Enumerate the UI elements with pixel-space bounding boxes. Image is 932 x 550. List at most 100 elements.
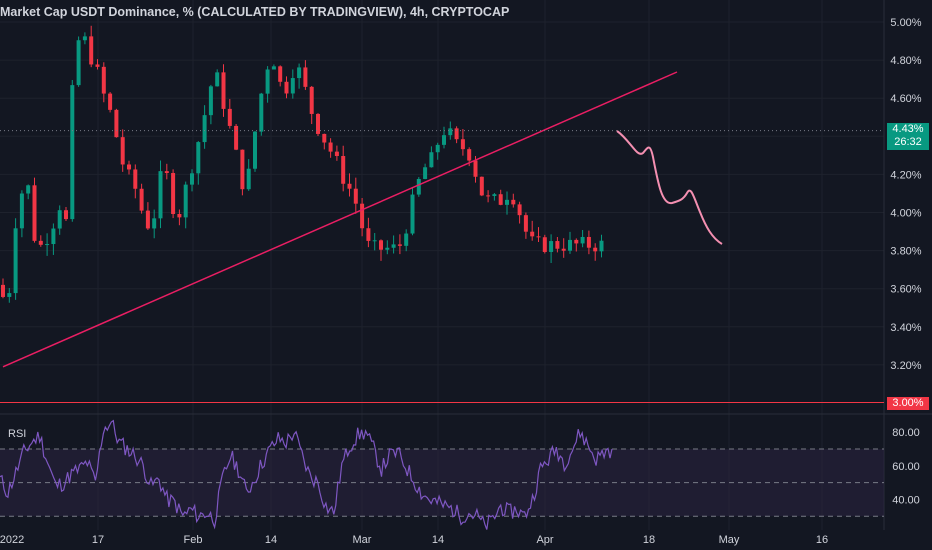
candle-body[interactable]: [561, 248, 566, 251]
candle-body[interactable]: [360, 203, 365, 229]
candle-body[interactable]: [303, 67, 308, 87]
candle-body[interactable]: [448, 128, 453, 136]
candle-body[interactable]: [82, 36, 87, 41]
drawings-overlay[interactable]: [0, 71, 884, 403]
candle-body[interactable]: [536, 236, 541, 238]
candle-body[interactable]: [108, 93, 113, 110]
candle-body[interactable]: [523, 215, 528, 232]
candlesticks[interactable]: [1, 25, 604, 303]
candle-body[interactable]: [467, 149, 472, 161]
candle-body[interactable]: [120, 137, 125, 165]
candle-body[interactable]: [555, 241, 560, 249]
candle-body[interactable]: [486, 195, 491, 197]
candle-body[interactable]: [51, 228, 56, 245]
candle-body[interactable]: [227, 108, 232, 126]
candle-body[interactable]: [290, 78, 295, 94]
candle-body[interactable]: [385, 247, 390, 250]
candle-body[interactable]: [460, 139, 465, 150]
candle-body[interactable]: [114, 109, 119, 138]
candle-body[interactable]: [145, 210, 150, 229]
candle-body[interactable]: [64, 210, 68, 220]
candle-body[interactable]: [366, 228, 371, 241]
candle-body[interactable]: [202, 115, 207, 143]
candle-body[interactable]: [328, 142, 333, 152]
candle-body[interactable]: [517, 204, 522, 216]
candle-body[interactable]: [309, 86, 314, 114]
time-axis[interactable]: 2022 17 Feb 14 Mar 14 Apr 18 May 16: [0, 534, 828, 546]
candle-body[interactable]: [13, 228, 18, 294]
candle-body[interactable]: [246, 168, 251, 190]
candle-body[interactable]: [57, 210, 62, 229]
candle-body[interactable]: [429, 152, 434, 168]
candle-body[interactable]: [542, 237, 547, 252]
candle-body[interactable]: [580, 236, 585, 244]
candle-body[interactable]: [183, 184, 188, 218]
candle-body[interactable]: [171, 173, 176, 214]
candle-body[interactable]: [341, 156, 346, 184]
trend-line[interactable]: [2, 71, 678, 368]
candle-body[interactable]: [127, 164, 131, 170]
candle-body[interactable]: [586, 236, 591, 248]
candle-body[interactable]: [442, 135, 446, 145]
candle-body[interactable]: [391, 244, 396, 248]
candle-body[interactable]: [190, 173, 194, 185]
candle-body[interactable]: [177, 213, 182, 218]
candle-body[interactable]: [347, 183, 352, 189]
candle-body[interactable]: [164, 171, 169, 174]
candle-body[interactable]: [76, 40, 81, 86]
candle-body[interactable]: [454, 128, 459, 140]
candle-body[interactable]: [253, 131, 257, 169]
candle-body[interactable]: [158, 171, 163, 219]
candle-body[interactable]: [259, 93, 264, 132]
candle-body[interactable]: [89, 36, 94, 65]
candle-body[interactable]: [101, 66, 106, 94]
candle-body[interactable]: [234, 125, 239, 150]
candle-body[interactable]: [549, 241, 554, 252]
candle-body[interactable]: [423, 167, 428, 179]
candle-body[interactable]: [568, 239, 572, 251]
candle-body[interactable]: [196, 142, 201, 174]
candle-body[interactable]: [353, 188, 358, 204]
price-axis[interactable]: 5.00%4.80%4.60%4.40%4.20%4.00%3.80%3.60%…: [890, 17, 921, 506]
candle-body[interactable]: [95, 64, 100, 67]
candle-body[interactable]: [32, 185, 37, 241]
candle-body[interactable]: [278, 66, 283, 82]
candle-body[interactable]: [498, 194, 503, 205]
candle-body[interactable]: [416, 178, 421, 195]
candle-body[interactable]: [334, 151, 339, 157]
candle-body[interactable]: [574, 239, 579, 244]
candle-body[interactable]: [215, 72, 220, 87]
candle-body[interactable]: [152, 218, 157, 229]
candle-body[interactable]: [284, 81, 289, 94]
candle-body[interactable]: [45, 244, 50, 246]
candle-body[interactable]: [410, 194, 415, 234]
candle-body[interactable]: [322, 133, 327, 143]
candle-body[interactable]: [599, 240, 604, 252]
projection-path[interactable]: [616, 130, 723, 245]
candle-body[interactable]: [492, 194, 497, 196]
candle-body[interactable]: [435, 144, 440, 153]
candle-body[interactable]: [479, 176, 484, 196]
candle-body[interactable]: [593, 247, 598, 252]
candle-body[interactable]: [297, 67, 302, 79]
candle-body[interactable]: [379, 240, 383, 250]
candle-body[interactable]: [139, 188, 144, 211]
candle-body[interactable]: [404, 233, 409, 246]
candle-body[interactable]: [38, 240, 43, 245]
candle-body[interactable]: [7, 293, 12, 297]
candle-body[interactable]: [26, 185, 31, 194]
candle-body[interactable]: [372, 240, 377, 242]
candle-body[interactable]: [221, 72, 226, 109]
candle-body[interactable]: [511, 199, 516, 205]
candle-body[interactable]: [70, 85, 75, 220]
candle-body[interactable]: [316, 113, 320, 134]
candle-body[interactable]: [133, 169, 138, 189]
candle-body[interactable]: [505, 199, 509, 205]
candle-body[interactable]: [208, 86, 213, 116]
candle-body[interactable]: [1, 284, 5, 297]
candle-body[interactable]: [271, 66, 276, 70]
candle-body[interactable]: [473, 160, 478, 177]
candle-body[interactable]: [240, 149, 245, 190]
candle-body[interactable]: [265, 69, 270, 94]
